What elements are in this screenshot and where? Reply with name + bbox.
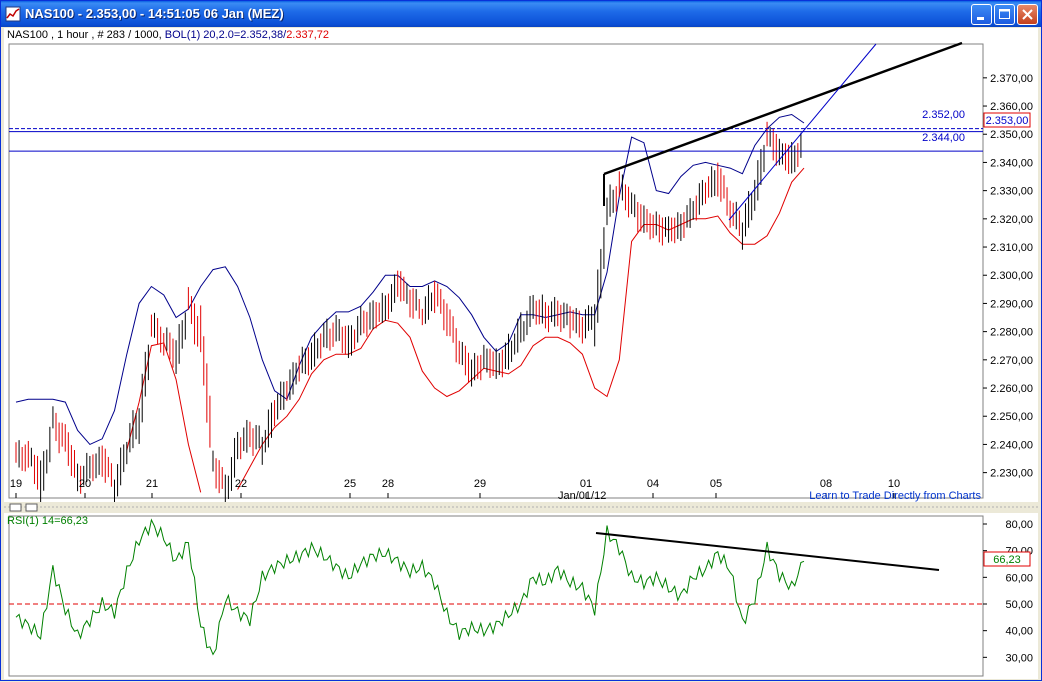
horizontal-lines[interactable] [9,128,983,152]
price-x-tick-label: 05 [710,478,722,490]
price-trendlines[interactable] [603,41,963,221]
price-y-tick-label: 2.260,00 [990,383,1033,395]
price-x-axis: 19 20 21 22 25 28 29 01 04 05 08 10 [10,478,900,498]
chart-area[interactable]: 2.230,00 2.240,00 2.250,00 2.260,00 2.270,00… [4,28,1038,679]
rsi-value-box [983,551,1031,567]
price-y-tick-label: 2.330,00 [990,186,1033,198]
splitter-maximize-icon[interactable] [25,503,38,512]
rsi-info-label: RSI(1) 14=66,23 [7,515,88,527]
upper-trendline[interactable] [603,41,963,176]
splitter-restore-icon[interactable] [9,503,22,512]
price-plot-frame[interactable] [8,43,984,499]
line-label-2344: 2.344,00 [922,132,965,144]
price-x-tick-label: 10 [888,478,900,490]
rsi-plot-frame[interactable] [8,515,984,677]
price-y-tick-label: 2.250,00 [990,411,1033,423]
minimize-button[interactable] [971,4,992,25]
close-icon [1022,9,1033,20]
support-trendline[interactable] [728,43,877,221]
price-x-tick-label: 20 [79,478,91,490]
rsi-y-tick-label: 60,00 [1005,572,1033,584]
bollinger-lower-band [237,167,805,490]
price-y-tick-label: 2.290,00 [990,298,1033,310]
rsi-y-tick-label: 50,00 [1005,599,1033,611]
rsi-y-tick-label: 40,00 [1005,626,1033,638]
bollinger-upper-band [15,113,805,446]
window-title: NAS100 - 2.353,00 - 14:51:05 06 Jan (MEZ… [25,6,284,21]
price-y-tick-label: 2.370,00 [990,73,1033,85]
price-y-tick-label: 2.300,00 [990,270,1033,282]
close-button[interactable] [1017,4,1038,25]
month-label: Jan/01/12 [558,490,606,502]
chart-app-icon [5,6,21,22]
price-y-tick-label: 2.320,00 [990,214,1033,226]
rsi-line [15,518,805,656]
price-x-tick-label: 21 [146,478,158,490]
chart-svg[interactable]: 2.230,00 2.240,00 2.250,00 2.260,00 2.270,00… [4,28,1038,679]
maximize-icon [999,9,1010,19]
price-x-tick-label: 01 [580,478,592,490]
rsi-value-label: 66,23 [993,554,1021,566]
price-x-tick-label: 08 [820,478,832,490]
price-y-tick-label: 2.240,00 [990,439,1033,451]
maximize-button[interactable] [994,4,1015,25]
price-info-label: NAS100 , 1 hour , # 283 / 1000, BOL(1) 2… [7,29,329,41]
price-x-tick-label: 29 [474,478,486,490]
learn-to-trade-link[interactable]: Learn to Trade Directly from Charts [809,490,981,502]
rsi-y-tick-label: 80,00 [1005,519,1033,531]
price-y-tick-label: 2.340,00 [990,157,1033,169]
price-y-tick-label: 2.280,00 [990,327,1033,339]
price-y-tick-label: 2.270,00 [990,355,1033,367]
line-label-2352: 2.352,00 [922,109,965,121]
price-x-tick-label: 19 [10,478,22,490]
price-x-tick-label: 28 [382,478,394,490]
price-x-tick-label: 25 [344,478,356,490]
price-bars [15,121,802,511]
minimize-icon [977,17,984,20]
rsi-y-tick-label: 30,00 [1005,652,1033,664]
price-y-tick-label: 2.360,00 [990,101,1033,113]
price-y-tick-label: 2.310,00 [990,242,1033,254]
current-price-label: 2.353,00 [986,115,1029,127]
price-x-tick-label: 22 [235,478,247,490]
title-bar[interactable]: NAS100 - 2.353,00 - 14:51:05 06 Jan (MEZ… [1,1,1041,27]
price-y-tick-label: 2.350,00 [990,129,1033,141]
price-x-tick-label: 04 [647,478,659,490]
price-y-tick-label: 2.230,00 [990,468,1033,480]
current-price-box [983,112,1031,128]
price-y-axis: 2.230,00 2.240,00 2.250,00 2.260,00 2.270,00… [983,73,1033,480]
rsi-series [15,518,805,656]
rsi-trendline[interactable] [595,532,940,571]
